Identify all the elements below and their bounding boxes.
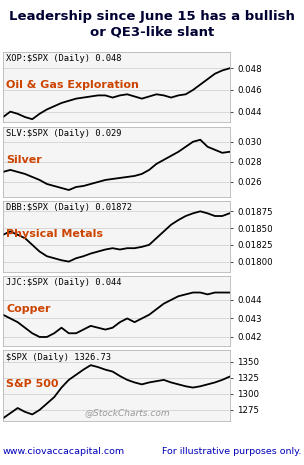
Text: S&P 500: S&P 500 bbox=[6, 379, 59, 389]
Text: Copper: Copper bbox=[6, 304, 51, 314]
Text: $SPX (Daily) 1326.73: $SPX (Daily) 1326.73 bbox=[6, 352, 112, 362]
Text: JJC:$SPX (Daily) 0.044: JJC:$SPX (Daily) 0.044 bbox=[6, 278, 122, 287]
Text: DBB:$SPX (Daily) 0.01872: DBB:$SPX (Daily) 0.01872 bbox=[6, 203, 133, 213]
Text: XOP:$SPX (Daily) 0.048: XOP:$SPX (Daily) 0.048 bbox=[6, 54, 122, 63]
Text: Silver: Silver bbox=[6, 155, 42, 165]
Text: SLV:$SPX (Daily) 0.029: SLV:$SPX (Daily) 0.029 bbox=[6, 129, 122, 138]
Text: Physical Metals: Physical Metals bbox=[6, 229, 103, 239]
Text: @StockCharts.com: @StockCharts.com bbox=[85, 408, 171, 417]
Text: www.ciovaccacapital.com: www.ciovaccacapital.com bbox=[3, 447, 125, 456]
Text: Leadership since June 15 has a bullish
or QE3-like slant: Leadership since June 15 has a bullish o… bbox=[9, 10, 295, 38]
Text: Oil & Gas Exploration: Oil & Gas Exploration bbox=[6, 80, 139, 90]
Text: For illustrative purposes only.: For illustrative purposes only. bbox=[162, 447, 301, 456]
